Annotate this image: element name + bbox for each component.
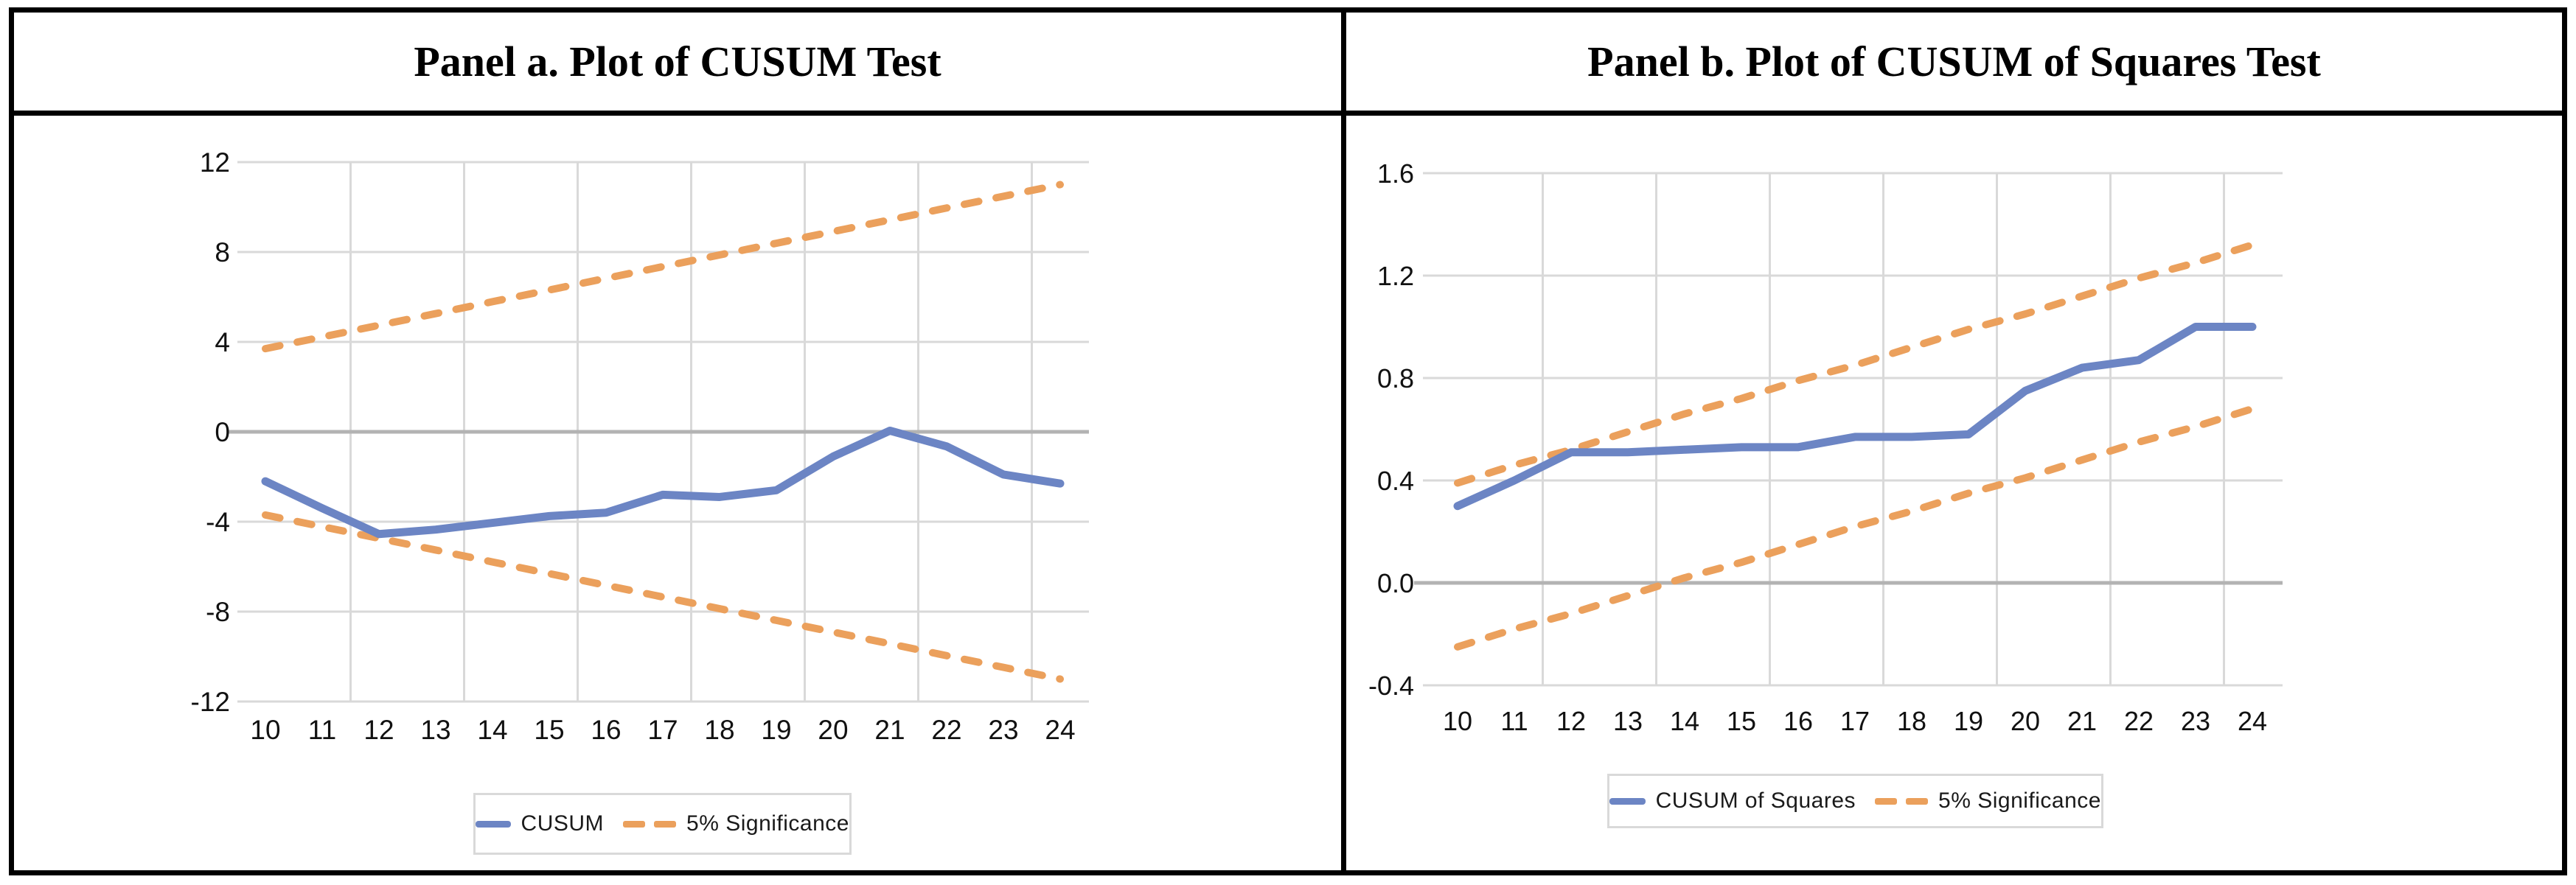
panel-a-legend: CUSUM 5% Significance [473, 793, 852, 855]
x-axis-tick-label: 17 [647, 715, 678, 745]
panel-divider [1341, 7, 1346, 875]
x-axis-tick-label: 23 [2181, 706, 2210, 736]
y-axis-tick-label: 0.8 [1377, 363, 1414, 393]
x-axis-tick-label: 10 [1443, 706, 1472, 736]
x-axis-tick-label: 21 [2067, 706, 2097, 736]
main-series-line [261, 426, 1065, 539]
significance-legend-label: 5% Significance [686, 811, 849, 836]
x-axis-tick-label: 18 [1897, 706, 1926, 736]
y-axis-tick-label: 1.2 [1377, 261, 1414, 291]
significance-line-swatch-b [1875, 797, 1929, 805]
significance-band-line [1454, 241, 2256, 487]
x-axis-tick-label: 16 [1783, 706, 1813, 736]
x-axis-tick-label: 19 [761, 715, 791, 745]
x-axis-tick-label: 23 [988, 715, 1018, 745]
y-axis-tick-label: -12 [191, 687, 230, 717]
cusumsq-legend-label: CUSUM of Squares [1655, 788, 1856, 813]
cusum-legend-label: CUSUM [521, 811, 605, 836]
significance-band-line [262, 511, 1064, 683]
x-axis-tick-label: 24 [2238, 706, 2267, 736]
cusumsq-line-swatch [1609, 797, 1646, 805]
cusum-line-swatch [476, 820, 511, 828]
x-axis-tick-label: 10 [250, 715, 280, 745]
panel-a-title: Panel a. Plot of CUSUM Test [414, 38, 941, 85]
x-axis-tick-label: 18 [704, 715, 734, 745]
y-axis-tick-label: 8 [215, 237, 230, 267]
y-axis-tick-label: -4 [206, 507, 230, 537]
x-axis-tick-label: 21 [874, 715, 905, 745]
y-axis-tick-label: 4 [215, 327, 230, 357]
significance-legend-label-b: 5% Significance [1938, 788, 2101, 813]
x-axis-tick-label: 13 [1613, 706, 1643, 736]
y-axis-tick-label: 1.6 [1377, 158, 1414, 189]
x-axis-tick-label: 20 [2011, 706, 2040, 736]
x-axis-tick-label: 12 [363, 715, 394, 745]
x-axis-tick-label: 15 [534, 715, 564, 745]
x-axis-tick-label: 15 [1727, 706, 1756, 736]
x-axis-tick-label: 12 [1556, 706, 1586, 736]
y-axis-tick-label: -8 [206, 597, 230, 627]
x-axis-tick-label: 20 [818, 715, 848, 745]
x-axis-tick-label: 11 [1500, 706, 1528, 736]
x-axis-tick-label: 24 [1045, 715, 1075, 745]
main-series-line [1453, 323, 2257, 511]
x-axis-tick-label: 22 [931, 715, 961, 745]
y-axis-tick-label: 0 [215, 417, 230, 447]
x-axis-tick-label: 11 [308, 715, 336, 745]
y-axis-tick-label: -0.4 [1368, 671, 1414, 701]
panel-b-title: Panel b. Plot of CUSUM of Squares Test [1587, 38, 2321, 85]
significance-band-line [1454, 405, 2256, 651]
y-axis-tick-label: 0.0 [1377, 568, 1414, 598]
x-axis-tick-label: 14 [1670, 706, 1699, 736]
significance-line-swatch [623, 820, 677, 828]
title-row-rule [9, 111, 2567, 116]
x-axis-tick-label: 13 [420, 715, 450, 745]
x-axis-tick-label: 19 [1954, 706, 1983, 736]
x-axis-tick-label: 17 [1840, 706, 1870, 736]
y-axis-tick-label: 12 [200, 147, 230, 178]
x-axis-tick-label: 22 [2124, 706, 2154, 736]
table-border [9, 7, 2567, 875]
significance-band-line [262, 181, 1064, 353]
y-axis-tick-label: 0.4 [1377, 466, 1414, 496]
x-axis-tick-label: 16 [591, 715, 621, 745]
panel-b-legend: CUSUM of Squares 5% Significance [1607, 774, 2103, 828]
x-axis-tick-label: 14 [477, 715, 507, 745]
